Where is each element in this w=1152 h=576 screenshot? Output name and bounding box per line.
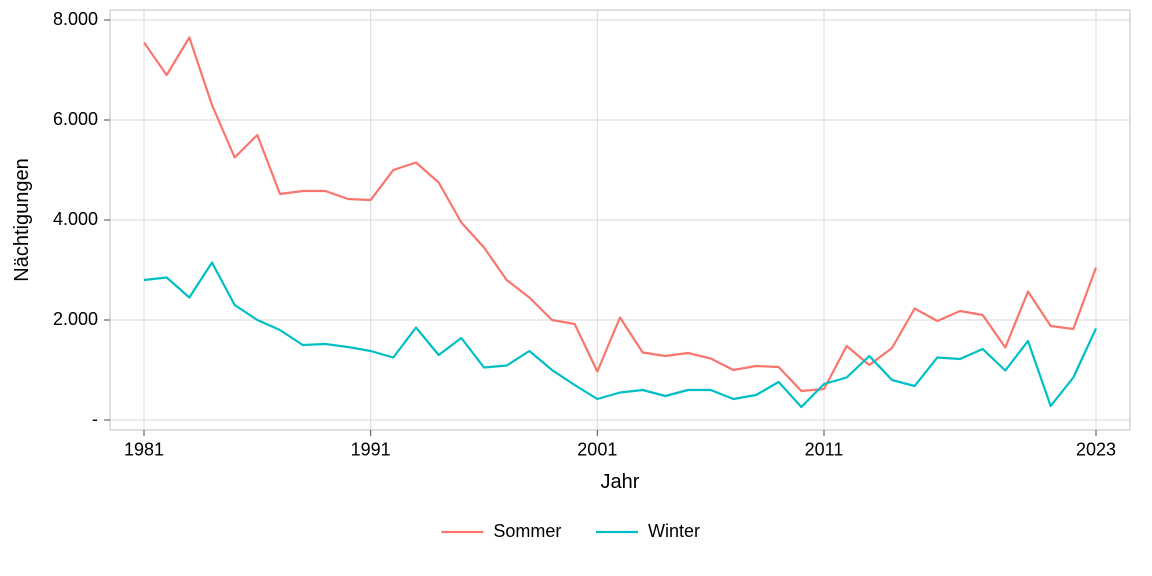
legend-label: Sommer bbox=[493, 521, 561, 541]
y-tick-label: - bbox=[92, 409, 98, 429]
y-tick-label: 4.000 bbox=[53, 209, 98, 229]
y-tick-label: 6.000 bbox=[53, 109, 98, 129]
x-tick-label: 2001 bbox=[577, 439, 617, 459]
legend-label: Winter bbox=[648, 521, 700, 541]
x-tick-label: 2011 bbox=[805, 439, 844, 459]
y-axis-label: Nächtigungen bbox=[11, 158, 33, 281]
x-axis-label: Jahr bbox=[601, 471, 640, 493]
x-tick-label: 1991 bbox=[351, 439, 391, 459]
y-tick-label: 8.000 bbox=[53, 9, 98, 29]
line-chart: - 2.000 4.000 6.000 8.000 1981 1991 2001 2011 202… bbox=[0, 0, 1152, 576]
x-tick-label: 2023 bbox=[1076, 439, 1116, 459]
x-tick-label: 1981 bbox=[124, 439, 164, 459]
y-tick-label: 2.000 bbox=[53, 309, 98, 329]
